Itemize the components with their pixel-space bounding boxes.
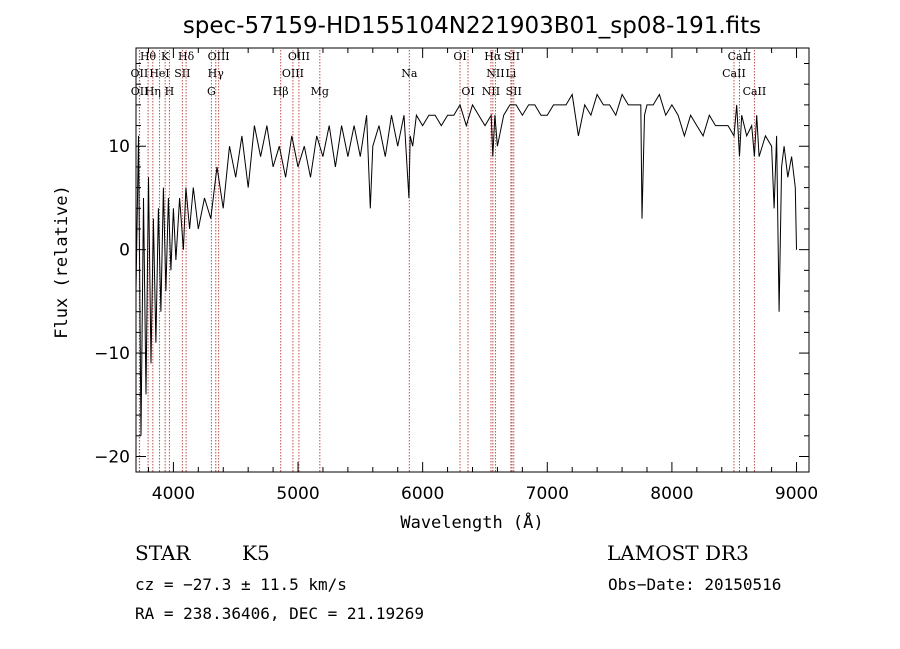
spectral-line-label: Li	[505, 67, 516, 80]
x-tick-label: 6000	[401, 484, 444, 504]
spectral-line-label: OIII	[282, 67, 304, 80]
spectral-line-label: OIII	[288, 50, 310, 63]
spectral-line-label: CaII	[722, 67, 746, 80]
spectrum-series-flux	[135, 93, 797, 436]
spectral-line-label: OI	[461, 85, 474, 98]
spectral-line-label: Mg	[311, 85, 329, 98]
spectral-line-label: NII	[482, 85, 500, 98]
object-type: STAR	[135, 541, 191, 565]
y-axis-label: Flux (relative)	[52, 185, 72, 339]
spectral-line-label: Hθ	[140, 50, 157, 63]
spectral-line-label: CaII	[728, 50, 752, 63]
x-tick-label: 5000	[276, 484, 319, 504]
y-tick-label: 10	[108, 137, 130, 157]
spectral-line-label: HeI	[149, 67, 169, 80]
spectral-line-label: G	[207, 85, 216, 98]
y-tick-label: 0	[119, 241, 130, 261]
spectral-line-label: OII	[131, 67, 149, 80]
x-tick-label: 8000	[650, 484, 693, 504]
spectral-line-label: H	[165, 85, 175, 98]
observation-date: Obs−Date: 20150516	[608, 575, 782, 594]
spectral-line-label: Hα	[484, 50, 502, 63]
y-tick-label: −10	[94, 344, 130, 364]
spectral-line-label: K	[161, 50, 170, 63]
plot-frame	[135, 47, 810, 473]
object-subclass: K5	[242, 541, 270, 565]
x-tick-label: 9000	[775, 484, 818, 504]
axis-ticks: 4000 5000 6000 7000 8000 9000 10 0 −10 −20	[94, 48, 818, 504]
spectral-line-label: OI	[453, 50, 466, 63]
spectral-line-label: Hγ	[208, 67, 225, 80]
spectral-line-label: CaII	[743, 85, 767, 98]
spectral-line-label: NII	[486, 67, 504, 80]
spectral-line-label: OIII	[208, 50, 230, 63]
spectral-line-label: Hβ	[273, 85, 289, 98]
x-axis-label: Wavelength (Å)	[400, 511, 543, 533]
spectral-line-markers	[138, 50, 755, 472]
spectral-line-label: Hδ	[178, 50, 195, 63]
x-tick-label: 7000	[526, 484, 569, 504]
spectral-line-label: SII	[174, 67, 190, 80]
spectral-line-label: Hη	[145, 85, 161, 98]
spectral-line-label: SII	[506, 85, 522, 98]
x-tick-label: 4000	[152, 484, 195, 504]
coordinates: RA = 238.36406, DEC = 21.19269	[135, 604, 424, 623]
spectral-line-label: Na	[401, 67, 418, 80]
y-tick-label: −20	[94, 447, 130, 467]
chart-title: spec-57159-HD155104N221903B01_sp08-191.f…	[183, 13, 761, 39]
spectral-line-label: SII	[504, 50, 520, 63]
spectral-line-label: OII	[131, 85, 149, 98]
survey-name: LAMOST DR3	[607, 541, 749, 565]
redshift-cz: cz = −27.3 ± 11.5 km/s	[135, 575, 347, 594]
